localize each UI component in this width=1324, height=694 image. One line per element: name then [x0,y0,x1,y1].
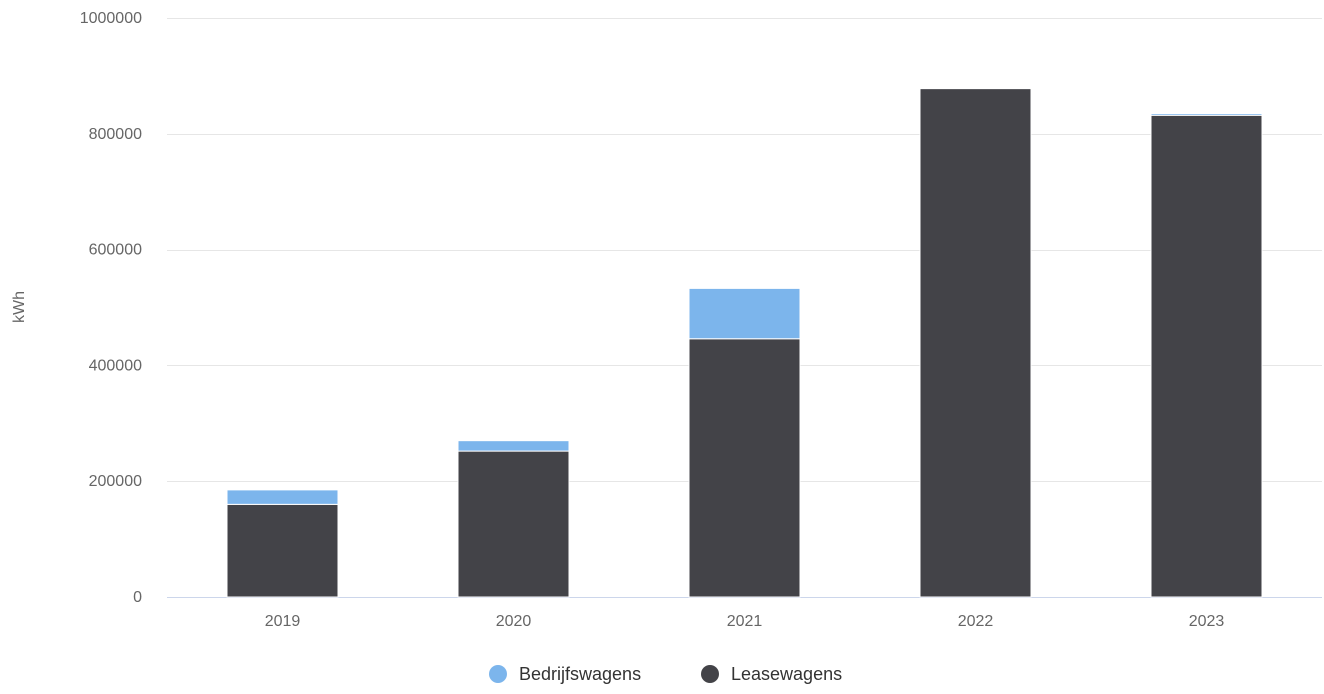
bar-leasewagens-2020[interactable] [457,450,570,598]
y-tick-label: 1000000 [80,10,142,27]
bar-leasewagens-2019[interactable] [226,503,339,598]
circle-icon [489,665,507,683]
x-axis-ticks: 2019 2020 2021 2022 2023 [265,613,1225,630]
bars [226,88,1263,598]
bar-leasewagens-2022[interactable] [919,88,1032,598]
bar-bedrijfswagens-2021[interactable] [688,287,801,340]
y-axis-ticks: 0 200000 400000 600000 800000 1000000 [80,10,142,606]
circle-icon [701,665,719,683]
y-tick-label: 600000 [89,242,142,259]
legend-item-leasewagens[interactable]: Leasewagens [701,664,842,684]
legend-label: Bedrijfswagens [519,664,641,684]
legend[interactable]: Bedrijfswagens Leasewagens [489,664,842,684]
bar-leasewagens-2021[interactable] [688,338,801,598]
bar-bedrijfswagens-2019[interactable] [226,489,339,505]
y-axis-title: kWh [11,291,28,323]
x-tick-label: 2023 [1189,613,1225,630]
y-tick-label: 200000 [89,473,142,490]
bar-leasewagens-2023[interactable] [1150,114,1263,598]
legend-item-bedrijfswagens[interactable]: Bedrijfswagens [489,664,641,684]
y-tick-label: 0 [133,589,142,606]
x-tick-label: 2019 [265,613,301,630]
y-tick-label: 400000 [89,357,142,374]
x-tick-label: 2022 [958,613,994,630]
bar-bedrijfswagens-2023[interactable] [1150,113,1263,116]
x-tick-label: 2020 [496,613,532,630]
bar-bedrijfswagens-2020[interactable] [457,440,570,452]
y-tick-label: 800000 [89,126,142,143]
legend-label: Leasewagens [731,664,842,684]
x-tick-label: 2021 [727,613,763,630]
